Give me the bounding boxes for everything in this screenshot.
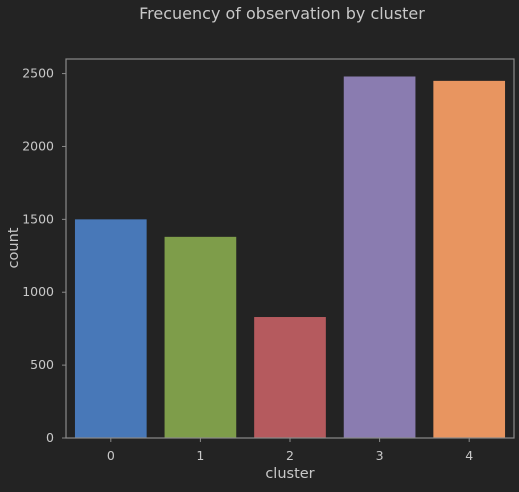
bar-cluster-1 [164,236,237,438]
y-ticks: 0 500 1000 1500 2000 2500 [22,66,66,445]
y-axis-label: count [6,227,22,268]
x-ticks: 0 1 2 3 4 [107,438,473,463]
x-tick-label: 3 [376,448,384,463]
x-tick-label: 0 [107,448,115,463]
y-tick-label: 500 [30,357,54,372]
x-tick-label: 2 [286,448,294,463]
bar-cluster-0 [74,219,147,438]
chart-title: Frecuency of observation by cluster [139,4,425,23]
bar-cluster-4 [433,80,506,438]
y-tick-label: 1000 [22,284,54,299]
x-axis-label: cluster [265,466,314,482]
y-tick-label: 1500 [22,211,54,226]
y-tick-label: 2000 [22,138,54,153]
y-tick-label: 0 [46,430,54,445]
x-tick-label: 4 [465,448,473,463]
plot-frame [65,58,515,439]
bar-cluster-3 [343,76,416,438]
x-tick-label: 1 [196,448,204,463]
bar-cluster-2 [254,317,326,438]
bars-layer [74,76,506,438]
y-tick-label: 2500 [22,66,54,81]
